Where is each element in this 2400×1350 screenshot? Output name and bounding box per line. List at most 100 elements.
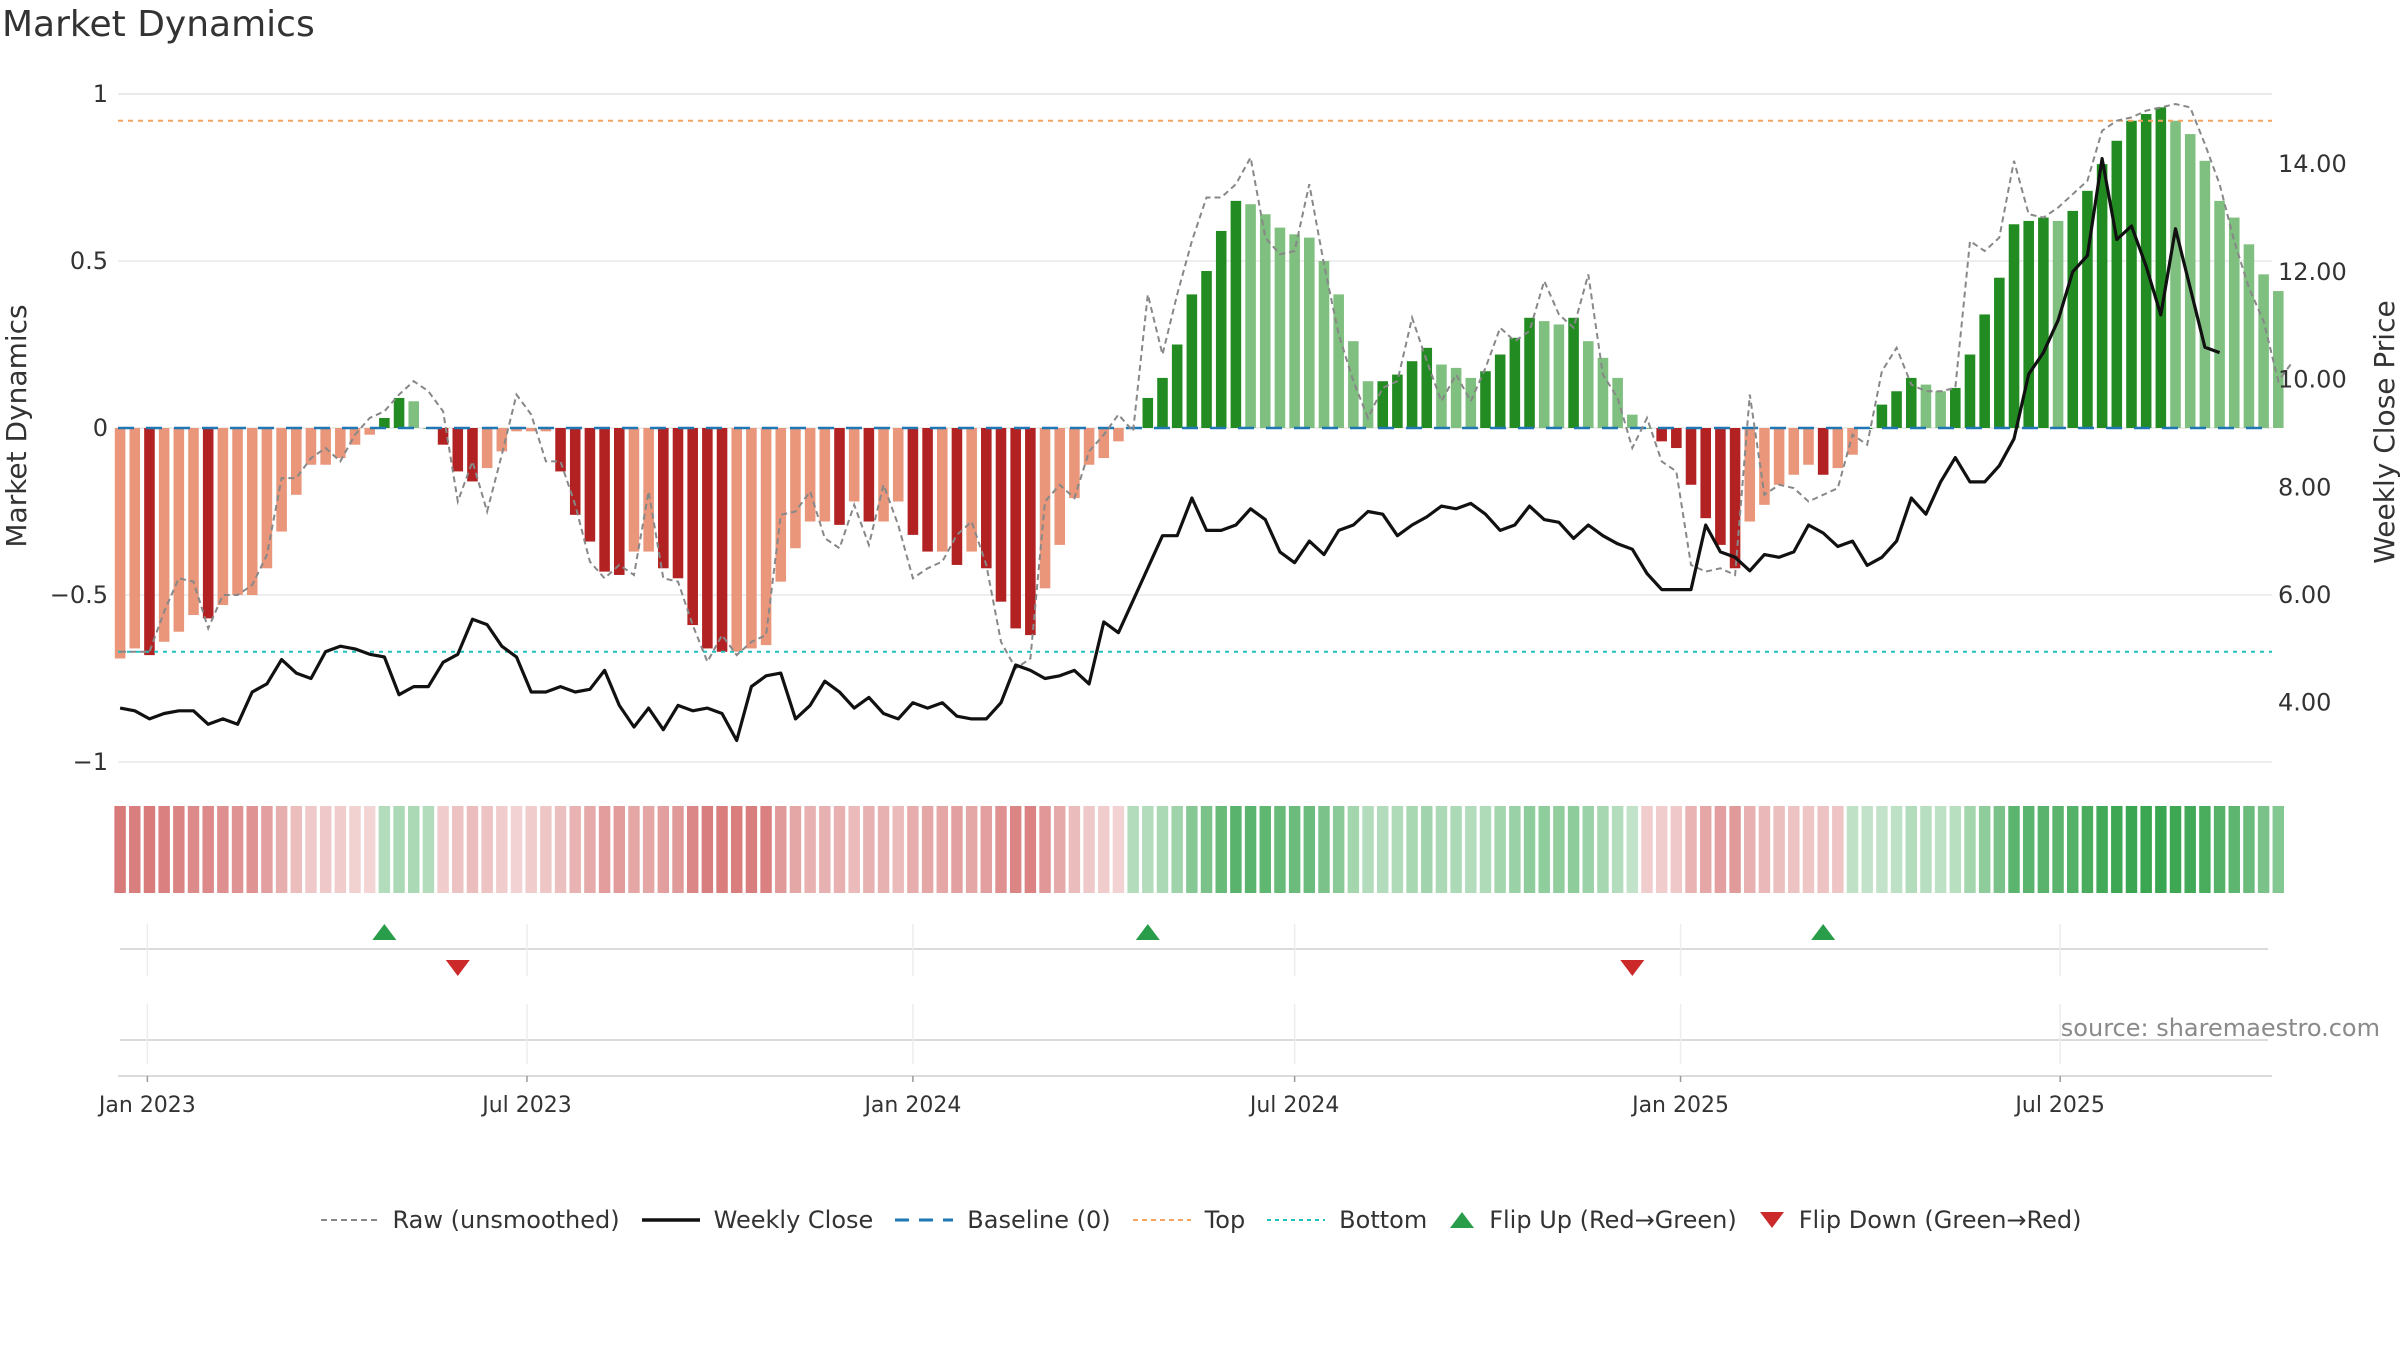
heat-strip-cell-7	[217, 806, 229, 893]
heat-strip-cell-36	[642, 806, 655, 893]
flip-down-icon	[1759, 1212, 1784, 1228]
market-dynamics-bar-77	[1245, 204, 1256, 428]
heat-strip-cell-143	[2213, 806, 2226, 893]
market-dynamics-bar-59	[981, 428, 992, 569]
heat-strip-cell-145	[2243, 806, 2255, 893]
heat-strip-cell-131	[2037, 806, 2050, 893]
heat-strip-cell-118	[1846, 806, 1859, 893]
market-dynamics-bar-20	[408, 401, 420, 428]
market-dynamics-bar-143	[2214, 200, 2225, 428]
heat-strip-cell-65	[1068, 806, 1081, 893]
market-dynamics-bar-75	[1215, 230, 1227, 428]
market-dynamics-bar-50	[848, 428, 860, 502]
market-dynamics-bar-17	[364, 428, 375, 435]
market-dynamics-bar-97	[1538, 321, 1550, 428]
heat-strip-cell-19	[393, 806, 405, 893]
market-dynamics-bar-24	[467, 428, 478, 482]
market-dynamics-bar-128	[1994, 277, 2005, 428]
market-dynamics-bar-60	[995, 428, 1007, 602]
market-dynamics-bar-35	[628, 428, 640, 552]
heat-strip-cell-58	[965, 806, 978, 893]
market-dynamics-bar-91	[1450, 367, 1462, 428]
market-dynamics-bar-89	[1421, 347, 1433, 428]
x-tick-label-2: Jan 2024	[862, 1093, 961, 1118]
market-dynamics-bar-34	[613, 428, 625, 575]
heat-strip-cell-43	[745, 806, 758, 893]
market-dynamics-bar-56	[936, 428, 948, 552]
market-dynamics-bar-71	[1157, 377, 1168, 428]
x-tick-label-3: Jul 2024	[1248, 1093, 1340, 1118]
heat-strip-cell-45	[775, 806, 787, 893]
market-dynamics-bar-78	[1259, 214, 1271, 428]
y-right-tick-label-4: 6.00	[2278, 581, 2331, 609]
heat-strip-cell-129	[2008, 806, 2020, 893]
y-right-tick-label-5: 4.00	[2278, 689, 2331, 717]
market-dynamics-bar-117	[1832, 428, 1844, 469]
market-dynamics-bar-113	[1773, 428, 1785, 485]
heat-strip-cell-22	[437, 806, 449, 893]
heat-strip-cell-142	[2199, 806, 2211, 893]
heat-strip-cell-125	[1949, 806, 1962, 893]
heat-strip-cell-100	[1582, 806, 1594, 893]
market-dynamics-bar-18	[379, 417, 390, 428]
y-right-tick-label-3: 8.00	[2278, 473, 2331, 501]
heat-strip-cell-34	[613, 806, 625, 893]
y-right-tick-label-0: 14.00	[2278, 150, 2347, 178]
flip-panel	[120, 924, 2268, 976]
market-dynamics-bar-13	[305, 428, 317, 465]
market-dynamics-bar-33	[599, 428, 610, 572]
market-dynamics-bar-26	[496, 428, 508, 452]
legend-swatch-raw	[320, 1219, 379, 1221]
heat-strip-cell-67	[1098, 806, 1110, 893]
heat-strip-cell-56	[936, 806, 948, 893]
bottom-panel	[120, 1004, 2268, 1064]
market-dynamics-bar-0	[114, 428, 126, 659]
legend-label-top: Top	[1204, 1206, 1246, 1234]
market-dynamics-bar-83	[1333, 294, 1344, 428]
market-dynamics-bar-92	[1465, 377, 1477, 428]
heat-strip-cell-21	[422, 806, 435, 893]
market-dynamics-bar-40	[702, 428, 713, 649]
heat-strip-cell-71	[1156, 806, 1169, 893]
heat-strip-cell-1	[129, 806, 141, 893]
market-dynamics-bar-81	[1304, 237, 1315, 428]
heat-strip-cell-138	[2140, 806, 2152, 893]
heat-strip-cell-116	[1817, 806, 1829, 893]
market-dynamics-bar-57	[951, 428, 963, 565]
heat-strip-cell-139	[2155, 806, 2167, 893]
market-dynamics-bar-95	[1509, 337, 1521, 428]
heat-strip-cell-92	[1465, 806, 1477, 893]
heat-strip-cell-97	[1538, 806, 1550, 893]
legend-swatch-price	[641, 1218, 700, 1222]
market-dynamics-bar-16	[349, 428, 361, 445]
market-dynamics-bar-14	[320, 428, 331, 465]
market-dynamics-bar-86	[1377, 381, 1389, 428]
market-dynamics-bar-132	[2052, 220, 2064, 428]
heat-strip-cell-136	[2111, 806, 2123, 893]
heat-strip-cell-17	[363, 806, 376, 893]
heat-strip-cell-23	[452, 806, 464, 893]
market-dynamics-bar-38	[672, 428, 684, 579]
market-dynamics-bar-37	[658, 428, 669, 569]
heat-strip-cell-141	[2184, 806, 2196, 893]
heat-strip-cell-25	[481, 806, 493, 893]
market-dynamics-bar-31	[569, 428, 581, 515]
market-dynamics-bar-146	[2258, 274, 2269, 428]
market-dynamics-bar-1	[129, 428, 141, 649]
y-left-axis-label: Market Dynamics	[0, 304, 33, 547]
heat-strip-cell-42	[730, 806, 743, 893]
legend-item-baseline: Baseline (0)	[893, 1206, 1111, 1234]
heat-strip-cell-14	[319, 806, 332, 893]
heat-strip-cell-27	[510, 806, 523, 893]
market-dynamics-bar-120	[1876, 404, 1888, 428]
heat-strip-cell-110	[1729, 806, 1741, 893]
market-dynamics-bar-93	[1480, 371, 1491, 428]
heat-strip-cell-91	[1450, 806, 1462, 893]
heat-strip-cell-60	[995, 806, 1007, 893]
heat-strip-cell-89	[1421, 806, 1433, 893]
market-dynamics-bar-45	[775, 428, 787, 582]
heat-strip-cell-50	[848, 806, 860, 893]
heat-strip-cell-31	[569, 806, 581, 893]
heat-strip-cell-16	[349, 806, 361, 893]
heat-strip-cell-69	[1127, 806, 1139, 893]
